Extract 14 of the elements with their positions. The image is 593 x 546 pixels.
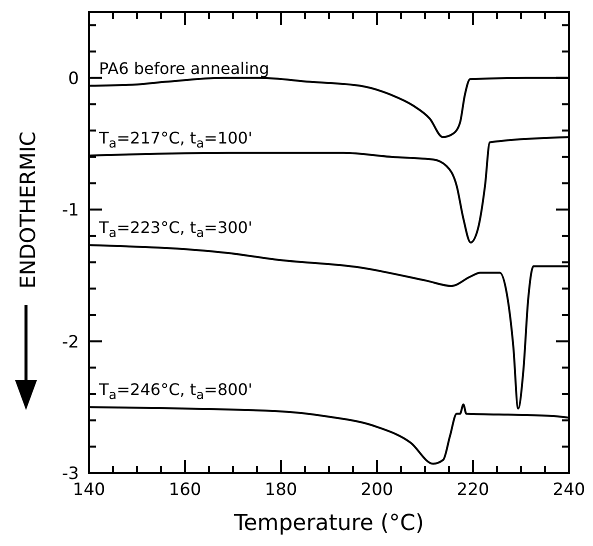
y-tick-label: -1 bbox=[62, 200, 79, 221]
y-axis-title: ENDOTHERMIC bbox=[16, 131, 40, 289]
series-label: PA6 before annealing bbox=[99, 58, 270, 78]
series-label: T$_{a}$=217°C, t$_{a}$=100' bbox=[98, 128, 252, 152]
series-label: T$_{a}$=246°C, t$_{a}$=800' bbox=[98, 380, 252, 403]
x-tick-label: 200 bbox=[360, 480, 394, 500]
x-tick-label: 180 bbox=[264, 480, 298, 500]
y-tick-label: 0 bbox=[68, 68, 79, 89]
x-tick-label: 220 bbox=[456, 480, 490, 500]
series-label: T$_{a}$=223°C, t$_{a}$=300' bbox=[98, 218, 252, 241]
x-tick-label: 240 bbox=[552, 480, 586, 500]
x-axis-title: Temperature (°C) bbox=[233, 511, 424, 536]
y-tick-label: -2 bbox=[62, 332, 79, 352]
x-tick-label: 160 bbox=[168, 480, 202, 500]
